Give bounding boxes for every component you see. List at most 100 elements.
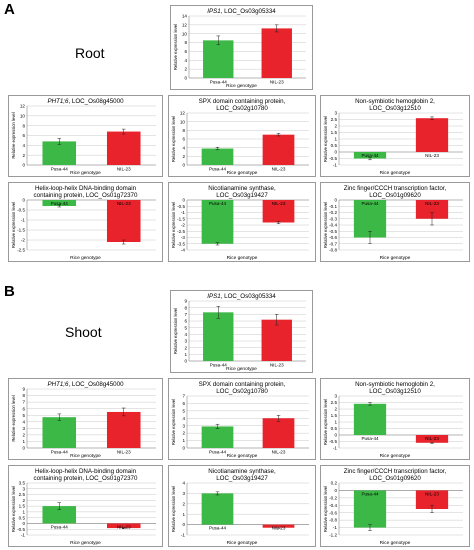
y-tick-label: 7 <box>22 400 25 405</box>
y-tick-label: 2 <box>334 124 337 129</box>
y-tick-label: 6 <box>182 137 185 142</box>
y-tick-label: -2.5 <box>177 229 185 234</box>
category-label: NIL-23 <box>272 450 286 455</box>
y-tick-label: 3 <box>184 339 187 344</box>
y-tick-label: 1 <box>22 439 25 444</box>
y-tick-label: 2 <box>182 154 185 159</box>
y-tick-label: -0.5 <box>329 439 337 444</box>
section-root-label: Root <box>75 45 105 61</box>
chart-panel-b6: Nicotianamine synthase, LOC_Os03g19427 -1… <box>168 465 316 547</box>
y-tick-label: -0.6 <box>329 510 337 515</box>
y-tick-label: 4 <box>184 58 187 63</box>
chart-panel-b5: Helix-loop-helix DNA-binding domain cont… <box>8 465 163 547</box>
chart-title: SPX domain containing protein, LOC_Os02g… <box>169 98 315 112</box>
y-tick-label: 0 <box>334 433 337 438</box>
y-tick-label: 0.2 <box>331 481 338 486</box>
y-tick-label: 5 <box>184 325 187 330</box>
y-tick-label: 0.5 <box>19 515 26 520</box>
y-tick-label: 6 <box>184 49 187 54</box>
chart-title-gene: IPS1 <box>207 293 221 300</box>
chart-title-text: Helix-loop-helix DNA-binding domain cont… <box>33 185 138 199</box>
chart-panel-a6: Nicotianamine synthase, LOC_Os03g19427 -4… <box>168 182 316 262</box>
y-tick-label: 0 <box>334 198 337 203</box>
category-label: Pusa-44 <box>210 80 228 85</box>
y-tick-label: -1 <box>333 163 338 168</box>
chart-title: Helix-loop-helix DNA-binding domain cont… <box>9 468 162 482</box>
chart-panel-b2: PHT1;6, LOC_Os08g45000 0 1 2 3 4 5 6 7 8 9 Relative… <box>8 378 163 460</box>
x-axis-label: Rice genotype <box>70 454 101 459</box>
chart-title: IPS1, LOC_Os03g05334 <box>171 293 312 300</box>
category-label: NIL-23 <box>272 201 286 206</box>
y-tick-label: 4 <box>182 481 185 486</box>
y-tick-label: 4 <box>184 332 187 337</box>
y-tick-label: 4 <box>22 143 25 148</box>
bar-nil-23 <box>262 418 295 448</box>
bar-nil-23 <box>415 490 449 509</box>
y-tick-label: 6 <box>184 319 187 324</box>
chart-title-text: , LOC_Os08g45000 <box>68 98 124 105</box>
y-tick-label: 9 <box>22 387 25 392</box>
y-tick-label: 1.5 <box>19 504 26 509</box>
chart-title-text: Zinc finger/CCCH transcription factor, L… <box>343 185 447 199</box>
bar-nil-23 <box>262 134 295 165</box>
y-tick-label: 2 <box>182 501 185 506</box>
y-tick-label: -0.5 <box>329 229 337 234</box>
y-tick-label: 9 <box>184 299 187 304</box>
y-tick-label: -1 <box>21 533 26 538</box>
y-tick-label: -1 <box>333 525 338 530</box>
y-tick-label: 0 <box>334 150 337 155</box>
category-label: Pusa-44 <box>51 450 69 455</box>
bar-pusa-44 <box>42 200 77 206</box>
chart-plot: -0.8 -0.7-0.6-0.5-0.4 -0.3-0.2-0.10 Relativ… <box>323 198 463 253</box>
category-label: NIL-23 <box>425 436 439 441</box>
y-tick-label: -0.5 <box>17 527 25 532</box>
category-label: NIL-23 <box>272 167 286 172</box>
bar-pusa-44 <box>201 148 234 165</box>
y-tick-label: -0.5 <box>177 204 185 209</box>
chart-title-text: , LOC_Os08g45000 <box>68 381 124 388</box>
x-axis-label: Rice genotype <box>226 171 258 176</box>
y-tick-label: 8 <box>182 128 185 133</box>
bar-pusa-44 <box>42 141 77 165</box>
y-tick-label: -0.2 <box>329 210 337 215</box>
y-tick-label: 5 <box>22 413 25 418</box>
y-tick-label: -0.4 <box>329 223 337 228</box>
y-tick-label: 0.5 <box>331 143 338 148</box>
chart-plot: 0 2 4 6 8 10 12 Relative expression level Pusa-4… <box>11 104 156 172</box>
category-label: Pusa-44 <box>51 524 69 529</box>
category-label: NIL-23 <box>117 167 131 172</box>
y-tick-label: 7 <box>184 312 187 317</box>
chart-plot: -4 -3.5-3-2.5-2 -1.5-1-0.50 Relative expres… <box>171 198 309 253</box>
y-tick-label: 2 <box>334 407 337 412</box>
y-tick-label: 6 <box>22 133 25 138</box>
chart-panel-a5: Helix-loop-helix DNA-binding domain cont… <box>8 182 163 262</box>
y-tick-label: 10 <box>20 113 26 118</box>
category-label: NIL-23 <box>272 526 286 531</box>
y-tick-label: 0 <box>182 198 185 203</box>
category-label: NIL-23 <box>117 524 131 529</box>
x-axis-label: Rice genotype <box>226 84 257 89</box>
y-tick-label: 8 <box>22 393 25 398</box>
y-axis-label: Relative expression level <box>323 116 328 162</box>
chart-panel-b4: Non-symbiotic hemoglobin 2, LOC_Os03g125… <box>320 378 470 460</box>
y-tick-label: -0.1 <box>329 204 337 209</box>
chart-title: Non-symbiotic hemoglobin 2, LOC_Os03g125… <box>321 98 469 112</box>
chart-panel-a3: SPX domain containing protein, LOC_Os02g… <box>168 95 316 177</box>
y-tick-label: 2.5 <box>19 492 26 497</box>
chart-title-text: Non-symbiotic hemoglobin 2, LOC_Os03g125… <box>355 98 435 112</box>
bar-pusa-44 <box>42 506 77 524</box>
chart-title: PHT1;6, LOC_Os08g45000 <box>9 381 162 388</box>
chart-title: Zinc finger/CCCH transcription factor, L… <box>321 468 469 482</box>
section-shoot-label: Shoot <box>65 324 102 340</box>
bar-nil-23 <box>106 411 141 448</box>
y-tick-label: -0.5 <box>329 156 337 161</box>
category-label: Pusa-44 <box>361 153 379 158</box>
y-tick-label: 2 <box>22 153 25 158</box>
y-tick-label: 8 <box>184 305 187 310</box>
category-label: Pusa-44 <box>51 167 69 172</box>
chart-title-gene: PHT1;6 <box>47 381 69 388</box>
chart-title-text: Helix-loop-helix DNA-binding domain cont… <box>33 468 138 482</box>
bar-pusa-44 <box>42 417 77 448</box>
bar-nil-23 <box>106 523 141 529</box>
y-tick-label: 0 <box>182 446 185 451</box>
